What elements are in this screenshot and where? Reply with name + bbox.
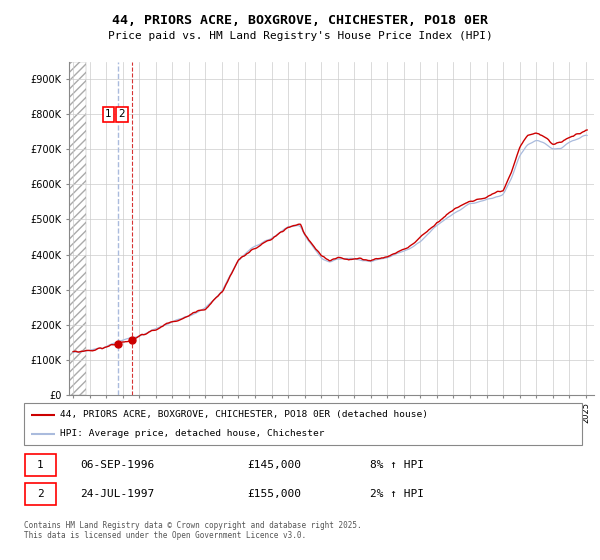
Text: HPI: Average price, detached house, Chichester: HPI: Average price, detached house, Chic… (60, 430, 325, 438)
Text: Contains HM Land Registry data © Crown copyright and database right 2025.
This d: Contains HM Land Registry data © Crown c… (24, 521, 362, 540)
Text: 2% ↑ HPI: 2% ↑ HPI (370, 489, 424, 499)
Text: 2: 2 (37, 489, 44, 499)
FancyBboxPatch shape (25, 454, 56, 476)
Text: 24-JUL-1997: 24-JUL-1997 (80, 489, 154, 499)
Text: 44, PRIORS ACRE, BOXGROVE, CHICHESTER, PO18 0ER (detached house): 44, PRIORS ACRE, BOXGROVE, CHICHESTER, P… (60, 410, 428, 419)
Text: £155,000: £155,000 (247, 489, 301, 499)
Text: 2: 2 (118, 109, 125, 119)
Text: 44, PRIORS ACRE, BOXGROVE, CHICHESTER, PO18 0ER: 44, PRIORS ACRE, BOXGROVE, CHICHESTER, P… (112, 14, 488, 27)
Text: 1: 1 (105, 109, 112, 119)
Text: 1: 1 (37, 460, 44, 470)
FancyBboxPatch shape (24, 403, 582, 445)
Text: £145,000: £145,000 (247, 460, 301, 470)
Text: Price paid vs. HM Land Registry's House Price Index (HPI): Price paid vs. HM Land Registry's House … (107, 31, 493, 41)
Text: 06-SEP-1996: 06-SEP-1996 (80, 460, 154, 470)
Text: 8% ↑ HPI: 8% ↑ HPI (370, 460, 424, 470)
FancyBboxPatch shape (25, 483, 56, 505)
